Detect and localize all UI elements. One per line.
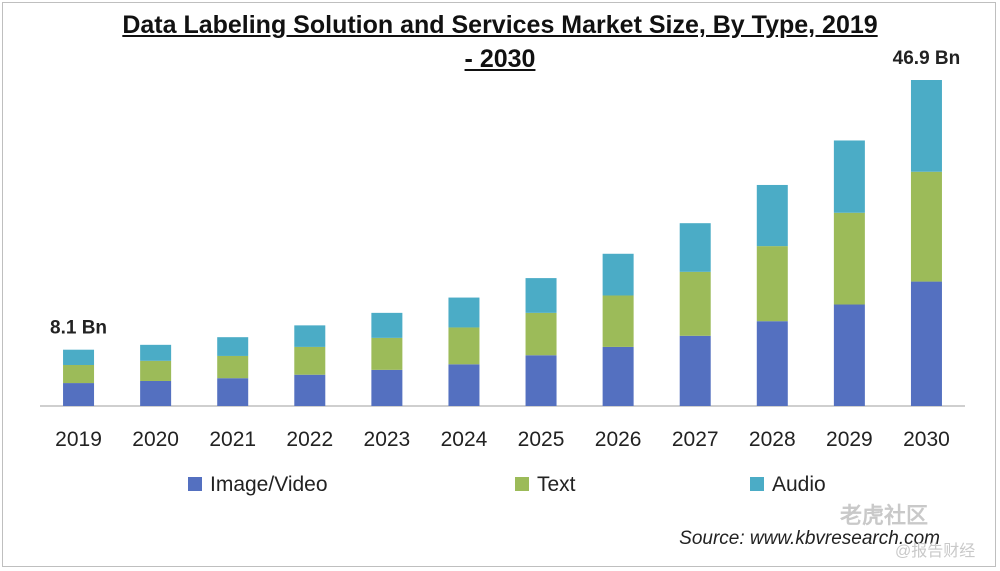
x-tick-label-2023: 2023 [364,428,411,451]
source-note: Source: www.kbvresearch.com [679,528,940,549]
bar-image-video-2030 [910,281,942,406]
x-tick-label-2022: 2022 [286,428,333,451]
bar-text-2022 [294,346,326,375]
x-tick-label-2021: 2021 [209,428,256,451]
x-tick-label-2028: 2028 [749,428,796,451]
legend-swatch-image-video [188,477,202,491]
bar-image-video-2027 [679,335,711,406]
data-label-2030: 46.9 Bn [893,48,961,69]
chart-title-continued: - 2030 [464,45,536,73]
bar-text-2024 [448,327,480,365]
bar-image-video-2019 [63,383,95,406]
bar-text-2029 [833,212,865,305]
bar-audio-2026 [602,253,634,296]
bar-image-video-2025 [525,355,557,406]
bar-image-video-2021 [217,378,249,406]
bar-audio-2028 [756,184,788,247]
bar-image-video-2026 [602,346,634,406]
bar-text-2027 [679,271,711,336]
bar-audio-2030 [910,80,942,172]
bar-audio-2025 [525,278,557,313]
x-tick-label-2030: 2030 [903,428,950,451]
data-label-2019: 8.1 Bn [50,318,107,339]
bar-image-video-2024 [448,364,480,406]
bar-audio-2020 [140,344,172,361]
bar-text-2023 [371,337,403,370]
bar-image-video-2029 [833,304,865,406]
bar-image-video-2028 [756,321,788,406]
bar-audio-2029 [833,140,865,213]
legend-label-image-video: Image/Video [210,473,328,496]
x-tick-label-2026: 2026 [595,428,642,451]
bar-text-2030 [910,171,942,282]
x-tick-label-2019: 2019 [55,428,102,451]
bar-audio-2019 [63,349,95,365]
x-tick-label-2024: 2024 [441,428,488,451]
legend-label-text: Text [537,473,576,496]
bar-image-video-2020 [140,380,172,406]
x-tick-label-2029: 2029 [826,428,873,451]
bar-text-2019 [63,364,95,384]
watermark-handle: @报告财经 [895,543,976,560]
bar-audio-2023 [371,312,403,338]
bar-audio-2022 [294,325,326,347]
x-tick-label-2025: 2025 [518,428,565,451]
x-tick-label-2020: 2020 [132,428,179,451]
bar-text-2020 [140,360,172,381]
legend-swatch-audio [750,477,764,491]
bar-audio-2027 [679,223,711,272]
legend-label-audio: Audio [772,473,826,496]
legend-swatch-text [515,477,529,491]
chart-title: Data Labeling Solution and Services Mark… [122,11,878,39]
bar-text-2028 [756,246,788,322]
bar-image-video-2022 [294,374,326,406]
bar-image-video-2023 [371,369,403,406]
bar-audio-2021 [217,337,249,356]
bar-text-2021 [217,355,249,379]
x-tick-label-2027: 2027 [672,428,719,451]
bar-text-2026 [602,295,634,347]
bar-text-2025 [525,312,557,356]
bar-audio-2024 [448,297,480,328]
watermark-logo: 老虎社区 [840,503,929,528]
